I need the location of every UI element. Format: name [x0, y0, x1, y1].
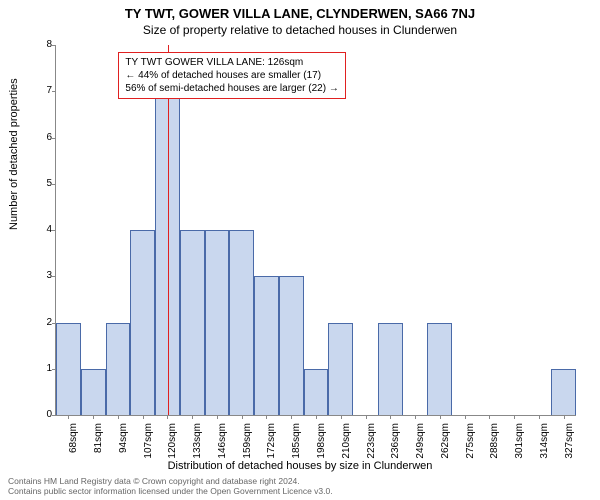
x-tick-label: 327sqm — [564, 423, 575, 463]
x-tick-mark — [415, 415, 416, 419]
x-tick-mark — [440, 415, 441, 419]
y-tick-mark — [52, 184, 56, 185]
x-tick-mark — [390, 415, 391, 419]
x-tick-mark — [366, 415, 367, 419]
histogram-bar — [427, 323, 452, 416]
y-tick-label: 5 — [34, 178, 52, 189]
x-tick-mark — [539, 415, 540, 419]
x-tick-label: 120sqm — [167, 423, 178, 463]
info-box-line: ← 44% of detached houses are smaller (17… — [125, 69, 338, 82]
histogram-bar — [254, 276, 279, 415]
x-tick-mark — [217, 415, 218, 419]
y-tick-label: 1 — [34, 363, 52, 374]
histogram-bar — [378, 323, 403, 416]
x-tick-mark — [93, 415, 94, 419]
y-tick-mark — [52, 230, 56, 231]
x-tick-mark — [465, 415, 466, 419]
reference-line — [168, 45, 170, 415]
histogram-bar — [551, 369, 576, 415]
footer-line-1: Contains HM Land Registry data © Crown c… — [8, 476, 333, 486]
info-box-line: 56% of semi-detached houses are larger (… — [125, 82, 338, 95]
x-tick-mark — [564, 415, 565, 419]
histogram-bar — [229, 230, 254, 415]
x-tick-label: 223sqm — [366, 423, 377, 463]
y-tick-label: 6 — [34, 132, 52, 143]
y-tick-mark — [52, 276, 56, 277]
x-tick-label: 301sqm — [514, 423, 525, 463]
histogram-bar — [304, 369, 329, 415]
x-tick-mark — [118, 415, 119, 419]
x-tick-label: 159sqm — [242, 423, 253, 463]
chart-container: TY TWT, GOWER VILLA LANE, CLYNDERWEN, SA… — [0, 0, 600, 500]
x-tick-label: 210sqm — [341, 423, 352, 463]
x-tick-mark — [489, 415, 490, 419]
y-axis-label: Number of detached properties — [8, 78, 20, 230]
y-tick-mark — [52, 415, 56, 416]
y-tick-label: 0 — [34, 409, 52, 420]
x-tick-label: 275sqm — [465, 423, 476, 463]
x-tick-mark — [143, 415, 144, 419]
histogram-bar — [130, 230, 155, 415]
x-tick-mark — [514, 415, 515, 419]
chart-title: TY TWT, GOWER VILLA LANE, CLYNDERWEN, SA… — [0, 0, 600, 21]
x-tick-mark — [167, 415, 168, 419]
histogram-bar — [180, 230, 205, 415]
histogram-bar — [279, 276, 304, 415]
x-tick-label: 262sqm — [440, 423, 451, 463]
y-tick-mark — [52, 45, 56, 46]
plot-area: 01234567868sqm81sqm94sqm107sqm120sqm133s… — [55, 45, 576, 416]
x-tick-mark — [192, 415, 193, 419]
x-axis-label: Distribution of detached houses by size … — [0, 460, 600, 472]
y-tick-label: 4 — [34, 224, 52, 235]
x-tick-mark — [266, 415, 267, 419]
y-tick-label: 7 — [34, 85, 52, 96]
histogram-bar — [106, 323, 131, 416]
x-tick-label: 68sqm — [68, 423, 79, 463]
x-tick-label: 198sqm — [316, 423, 327, 463]
x-tick-label: 288sqm — [489, 423, 500, 463]
y-tick-mark — [52, 91, 56, 92]
x-tick-label: 94sqm — [118, 423, 129, 463]
histogram-bar — [205, 230, 230, 415]
x-tick-label: 249sqm — [415, 423, 426, 463]
info-box: TY TWT GOWER VILLA LANE: 126sqm← 44% of … — [118, 52, 345, 99]
histogram-bar — [81, 369, 106, 415]
x-tick-label: 172sqm — [266, 423, 277, 463]
x-tick-label: 146sqm — [217, 423, 228, 463]
footer-line-2: Contains public sector information licen… — [8, 486, 333, 496]
y-tick-label: 8 — [34, 39, 52, 50]
x-tick-label: 236sqm — [390, 423, 401, 463]
x-tick-label: 314sqm — [539, 423, 550, 463]
histogram-bar — [328, 323, 353, 416]
x-tick-mark — [242, 415, 243, 419]
x-tick-mark — [291, 415, 292, 419]
x-tick-mark — [68, 415, 69, 419]
info-box-line: TY TWT GOWER VILLA LANE: 126sqm — [125, 56, 338, 69]
y-tick-label: 2 — [34, 317, 52, 328]
x-tick-label: 133sqm — [192, 423, 203, 463]
footer-attribution: Contains HM Land Registry data © Crown c… — [8, 476, 333, 496]
y-tick-label: 3 — [34, 270, 52, 281]
x-tick-label: 185sqm — [291, 423, 302, 463]
y-tick-mark — [52, 138, 56, 139]
histogram-bar — [56, 323, 81, 416]
x-tick-label: 107sqm — [143, 423, 154, 463]
x-tick-mark — [316, 415, 317, 419]
x-tick-mark — [341, 415, 342, 419]
x-tick-label: 81sqm — [93, 423, 104, 463]
chart-subtitle: Size of property relative to detached ho… — [0, 21, 600, 37]
